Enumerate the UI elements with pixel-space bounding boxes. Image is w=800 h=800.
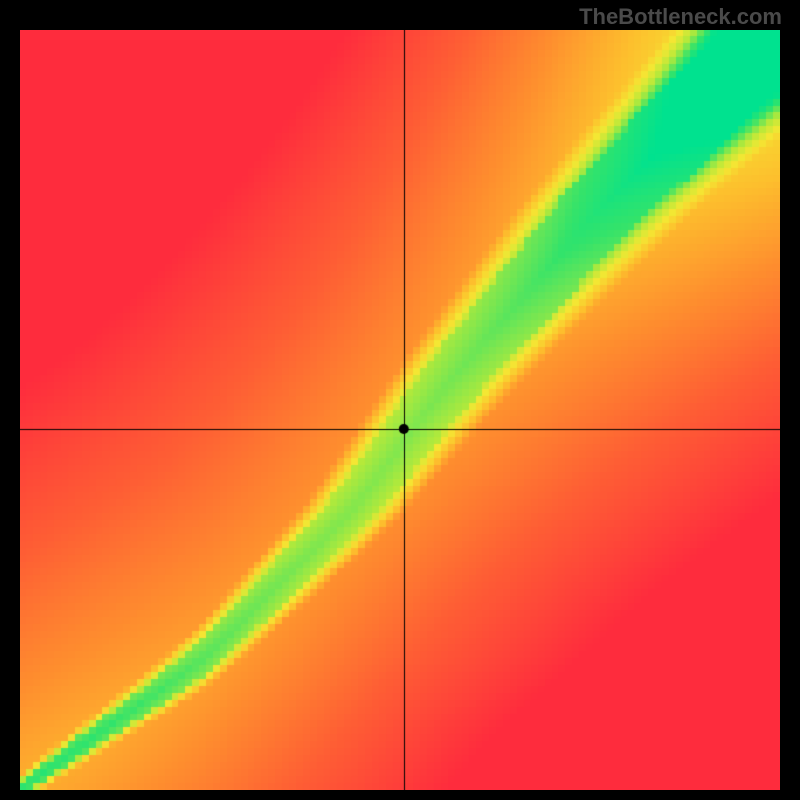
watermark-text: TheBottleneck.com (579, 4, 782, 30)
chart-container: TheBottleneck.com (0, 0, 800, 800)
bottleneck-heatmap (20, 30, 780, 790)
